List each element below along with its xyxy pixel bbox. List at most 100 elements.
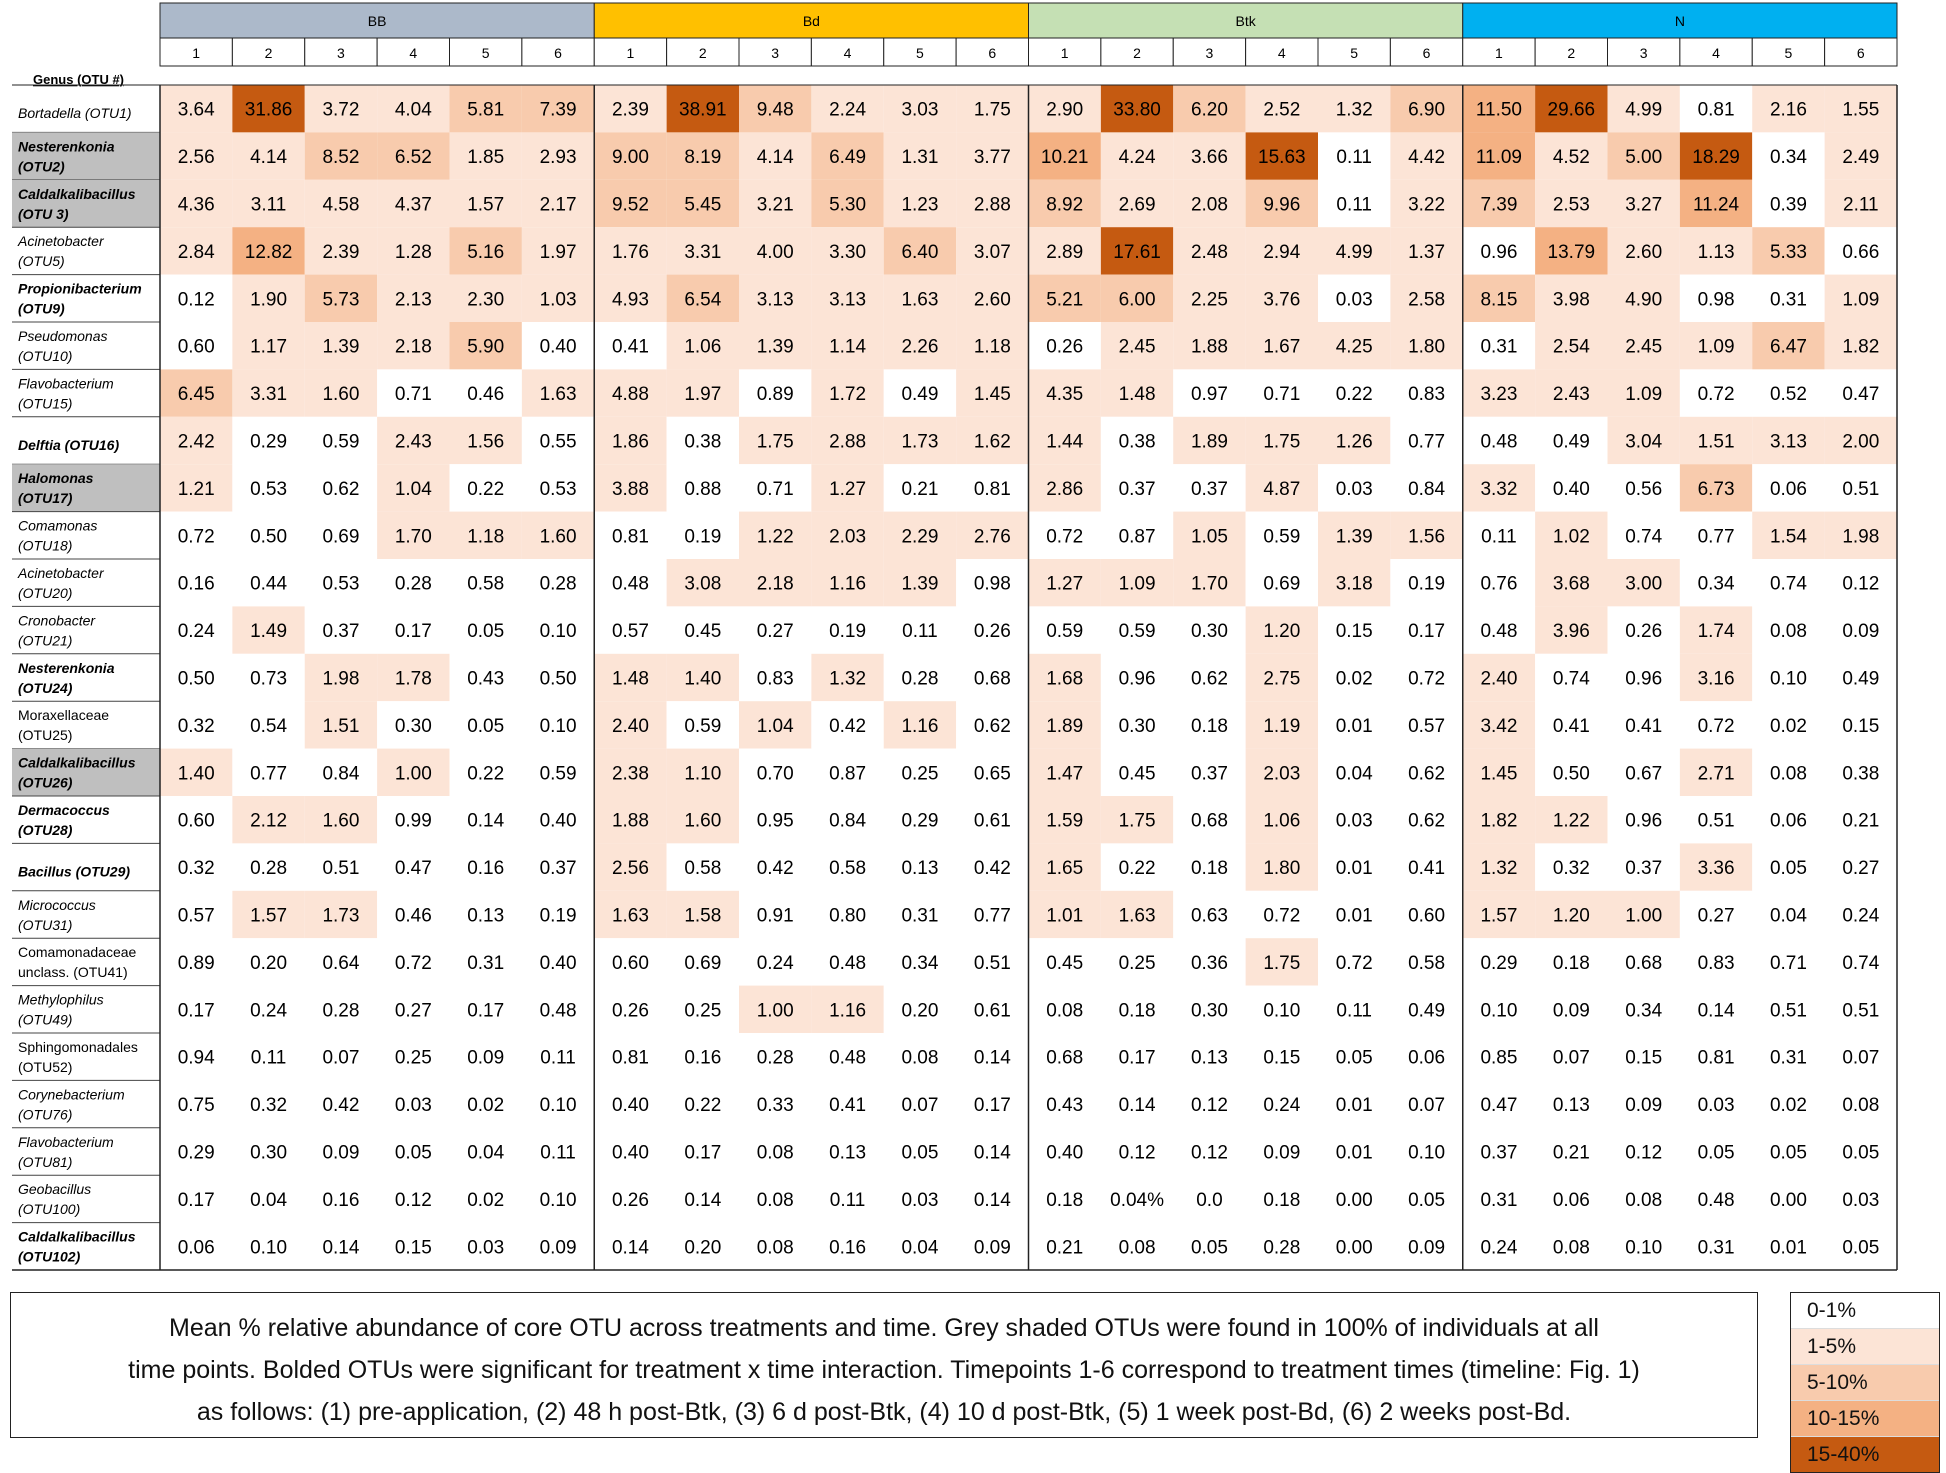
heat-cell [232, 843, 305, 891]
heat-cell [739, 1033, 812, 1081]
cell-value: 0.47 [1480, 1095, 1517, 1116]
cell-value: 1.47 [1046, 763, 1083, 784]
cell-value: 0.52 [1770, 384, 1807, 405]
timepoint-cell [810, 37, 885, 67]
cell-value: 1.86 [612, 432, 649, 453]
heat-cell [594, 1175, 667, 1223]
cell-value: 1.70 [1191, 574, 1228, 595]
row-label-shade [12, 132, 160, 180]
heat-cell [594, 322, 667, 370]
heat-cell [1607, 227, 1680, 275]
cell-value: 5.81 [467, 100, 504, 121]
cell-value: 5.90 [467, 337, 504, 358]
heat-cell [739, 843, 812, 891]
cell-value: 1.44 [1046, 432, 1083, 453]
cell-value: 4.42 [1408, 147, 1445, 168]
cell-value: 0.69 [684, 953, 721, 974]
cell-value: 0.81 [612, 1048, 649, 1069]
cell-value: 4.87 [1263, 479, 1300, 500]
heat-cell [1028, 559, 1101, 607]
cell-value: 0.37 [1191, 479, 1228, 500]
cell-value: 0.37 [322, 621, 359, 642]
heat-cell [1173, 132, 1246, 180]
cell-value: 1.01 [1046, 906, 1083, 927]
heat-cell [1245, 1222, 1318, 1270]
heat-cell [1318, 464, 1391, 512]
cell-value: 0.48 [829, 1048, 866, 1069]
heat-cell [1679, 1127, 1753, 1176]
heat-cell [1824, 179, 1897, 228]
cell-value: 0.41 [1408, 858, 1445, 879]
heat-cell [1824, 796, 1897, 844]
heat-cell [1318, 938, 1391, 986]
heat-cell [521, 985, 595, 1033]
cell-value: 0.16 [467, 858, 504, 879]
heat-cell [1245, 985, 1318, 1033]
cell-value: 1.63 [901, 289, 938, 310]
heat-cell [1752, 416, 1825, 465]
cell-value: 6.54 [684, 289, 721, 310]
row-label: Caldalkalibacillus [18, 755, 136, 771]
heat-cell [666, 227, 739, 275]
row-label: Methylophilus [18, 992, 104, 1008]
heat-cell [521, 938, 595, 986]
heat-cell [883, 796, 957, 844]
row-label: Acinetobacter [17, 233, 105, 249]
cell-value: 0.37 [1119, 479, 1156, 500]
cell-value: 0.14 [684, 1190, 721, 1211]
timepoint-label: 2 [1133, 45, 1141, 61]
heat-cell [1752, 1080, 1825, 1128]
heat-cell [811, 1127, 884, 1176]
heat-cell [1245, 890, 1318, 939]
heat-cell [1390, 132, 1463, 180]
cell-value: 3.31 [250, 384, 287, 405]
heat-cell [377, 85, 450, 133]
heat-cell [1028, 985, 1101, 1033]
cell-value: 0.11 [1336, 195, 1372, 216]
legend-item: 0-1% [1791, 1293, 1939, 1329]
heat-cell [1752, 559, 1825, 607]
cell-value: 0.17 [395, 621, 432, 642]
heat-cell [1535, 511, 1608, 559]
cell-value: 0.30 [1119, 716, 1156, 737]
heat-cell [1100, 938, 1174, 986]
heat-cell [956, 416, 1029, 465]
cell-value: 0.80 [829, 906, 866, 927]
cell-value: 0.29 [1480, 953, 1517, 974]
heat-cell [594, 227, 667, 275]
cell-value: 0.42 [974, 858, 1011, 879]
heat-cell [232, 322, 305, 370]
heat-cell [1390, 1033, 1463, 1081]
cell-value: 0.22 [1336, 384, 1373, 405]
cell-value: 0.07 [901, 1095, 938, 1116]
cell-value: 0.31 [901, 906, 938, 927]
cell-value: 3.22 [1408, 195, 1445, 216]
heat-cell [304, 1222, 378, 1270]
heat-cell [1824, 985, 1897, 1033]
row-label-otu: (OTU49) [18, 1012, 72, 1028]
heat-cell [1173, 1127, 1246, 1176]
cell-value: 2.56 [612, 858, 649, 879]
heat-cell [1462, 606, 1536, 654]
heat-cell [666, 1080, 739, 1128]
timepoint-cell [1172, 37, 1247, 67]
cell-value: 0.44 [250, 574, 287, 595]
cell-value: 0.10 [540, 1190, 577, 1211]
cell-value: 4.58 [322, 195, 359, 216]
row-label-otu: (OTU26) [18, 775, 73, 791]
cell-value: 0.04% [1110, 1190, 1164, 1211]
heat-cell [521, 606, 595, 654]
heat-cell [1679, 1033, 1753, 1081]
cell-value: 0.91 [757, 906, 794, 927]
heat-cell [1607, 748, 1680, 796]
cell-value: 0.62 [1408, 811, 1445, 832]
cell-value: 0.08 [1119, 1237, 1156, 1258]
heat-cell [1318, 653, 1391, 702]
cell-value: 0.51 [1698, 811, 1735, 832]
heat-cell [304, 890, 378, 939]
cell-value: 38.91 [679, 100, 727, 121]
heat-cell [1245, 369, 1318, 417]
heat-cell [304, 511, 378, 559]
heatmap-table: BB 1 2 3 4 5 6 Bd 1 2 3 4 5 6 Btk 1 2 3 4 5 6 N 1 2 3 4 5 6 Genus (O… [12, 2, 1898, 1271]
cell-value: 0.07 [1553, 1048, 1590, 1069]
